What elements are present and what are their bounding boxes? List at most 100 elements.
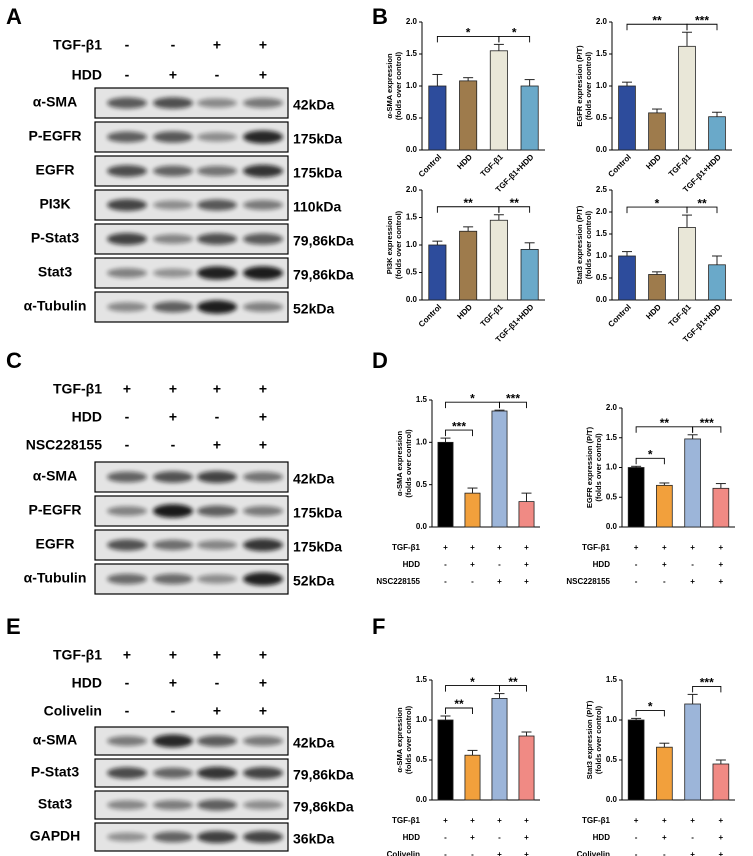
band	[153, 301, 193, 313]
condition-value: +	[259, 703, 267, 719]
y-tick-label: 0.5	[596, 273, 608, 282]
x-tick-label: TGF-β1	[667, 152, 694, 179]
significance-label: **	[510, 196, 520, 210]
bar	[491, 698, 508, 801]
y-tick-label: 0.0	[406, 295, 418, 304]
condition-value: +	[470, 560, 475, 569]
condition-value: +	[497, 850, 502, 856]
y-tick-label: 1.0	[606, 463, 618, 472]
significance-label: *	[470, 391, 475, 405]
condition-value: -	[125, 703, 130, 719]
y-tick-label: 2.0	[406, 185, 418, 194]
protein-label: α-Tubulin	[24, 570, 87, 586]
condition-value: +	[259, 647, 267, 663]
y-tick-label: 1.0	[416, 715, 428, 724]
condition-value: +	[123, 647, 131, 663]
condition-label: HDD	[72, 409, 102, 425]
bar	[627, 719, 645, 801]
y-tick-label: 1.0	[416, 437, 428, 446]
bar	[520, 85, 539, 151]
y-tick-label: 2.5	[596, 185, 608, 194]
significance-label: **	[652, 13, 662, 27]
y-tick-label: 1.5	[606, 433, 618, 442]
significance-bracket	[445, 685, 500, 692]
significance-bracket	[436, 206, 500, 213]
y-tick-label: 0.5	[606, 755, 618, 764]
condition-value: -	[215, 409, 220, 425]
y-tick-label: 2.0	[596, 207, 608, 216]
band	[243, 302, 283, 312]
band	[243, 200, 283, 210]
bar	[437, 441, 454, 528]
band	[243, 506, 283, 516]
condition-value: +	[259, 381, 267, 397]
protein-label: Stat3	[38, 796, 72, 812]
significance-label: ***	[695, 13, 709, 27]
y-axis-label: (folds over control)	[594, 705, 603, 774]
condition-value: -	[444, 833, 447, 842]
x-tick-label: HDD	[644, 152, 663, 171]
size-label: 42kDa	[293, 735, 334, 751]
bar	[678, 45, 696, 151]
significance-bracket	[445, 429, 473, 437]
significance-label: **	[697, 196, 707, 210]
condition-value: -	[125, 67, 130, 83]
y-tick-label: 0.0	[416, 795, 428, 804]
condition-value: +	[634, 543, 639, 552]
condition-label: HDD	[593, 833, 611, 842]
band	[197, 165, 237, 177]
band	[107, 199, 147, 211]
x-tick-label: HDD	[455, 152, 474, 171]
condition-value: -	[215, 675, 220, 691]
protein-label: EGFR	[36, 162, 75, 178]
bar	[464, 492, 481, 528]
condition-value: -	[125, 37, 130, 53]
condition-value: +	[634, 816, 639, 825]
significance-label: *	[648, 447, 653, 461]
condition-value: +	[524, 543, 529, 552]
condition-value: +	[524, 560, 529, 569]
bar	[464, 754, 481, 801]
condition-value: +	[213, 703, 221, 719]
condition-value: +	[497, 816, 502, 825]
band	[153, 97, 193, 109]
band	[197, 766, 237, 780]
protein-label: GAPDH	[30, 828, 81, 844]
y-axis-label: (folds over control)	[584, 51, 593, 120]
significance-bracket	[692, 685, 722, 693]
size-label: 42kDa	[293, 97, 334, 113]
significance-bracket	[436, 35, 500, 43]
condition-value: +	[719, 850, 724, 856]
size-label: 175kDa	[293, 539, 342, 555]
condition-label: HDD	[403, 560, 421, 569]
band	[153, 471, 193, 483]
y-axis-label: (folds over control)	[394, 51, 403, 120]
bar	[684, 438, 701, 528]
condition-value: -	[471, 577, 474, 586]
band	[197, 266, 237, 280]
x-tick-label: Control	[417, 303, 443, 329]
y-tick-label: 0.0	[596, 295, 608, 304]
bar	[491, 410, 508, 528]
condition-value: +	[169, 409, 177, 425]
condition-label: TGF-β1	[392, 543, 421, 552]
significance-label: ***	[700, 676, 714, 690]
protein-label: P-EGFR	[29, 502, 82, 518]
band	[243, 800, 283, 810]
band	[153, 734, 193, 748]
band	[243, 538, 283, 552]
band	[107, 302, 147, 312]
y-tick-label: 1.0	[406, 81, 418, 90]
band	[153, 268, 193, 278]
x-tick-label: HDD	[644, 302, 663, 321]
condition-value: +	[443, 543, 448, 552]
condition-value: +	[690, 816, 695, 825]
y-axis-label: PI3K expression	[385, 215, 394, 274]
y-tick-label: 0.5	[606, 492, 618, 501]
band	[107, 800, 147, 810]
condition-value: +	[259, 675, 267, 691]
band	[153, 165, 193, 177]
band	[107, 232, 147, 246]
band	[153, 539, 193, 551]
